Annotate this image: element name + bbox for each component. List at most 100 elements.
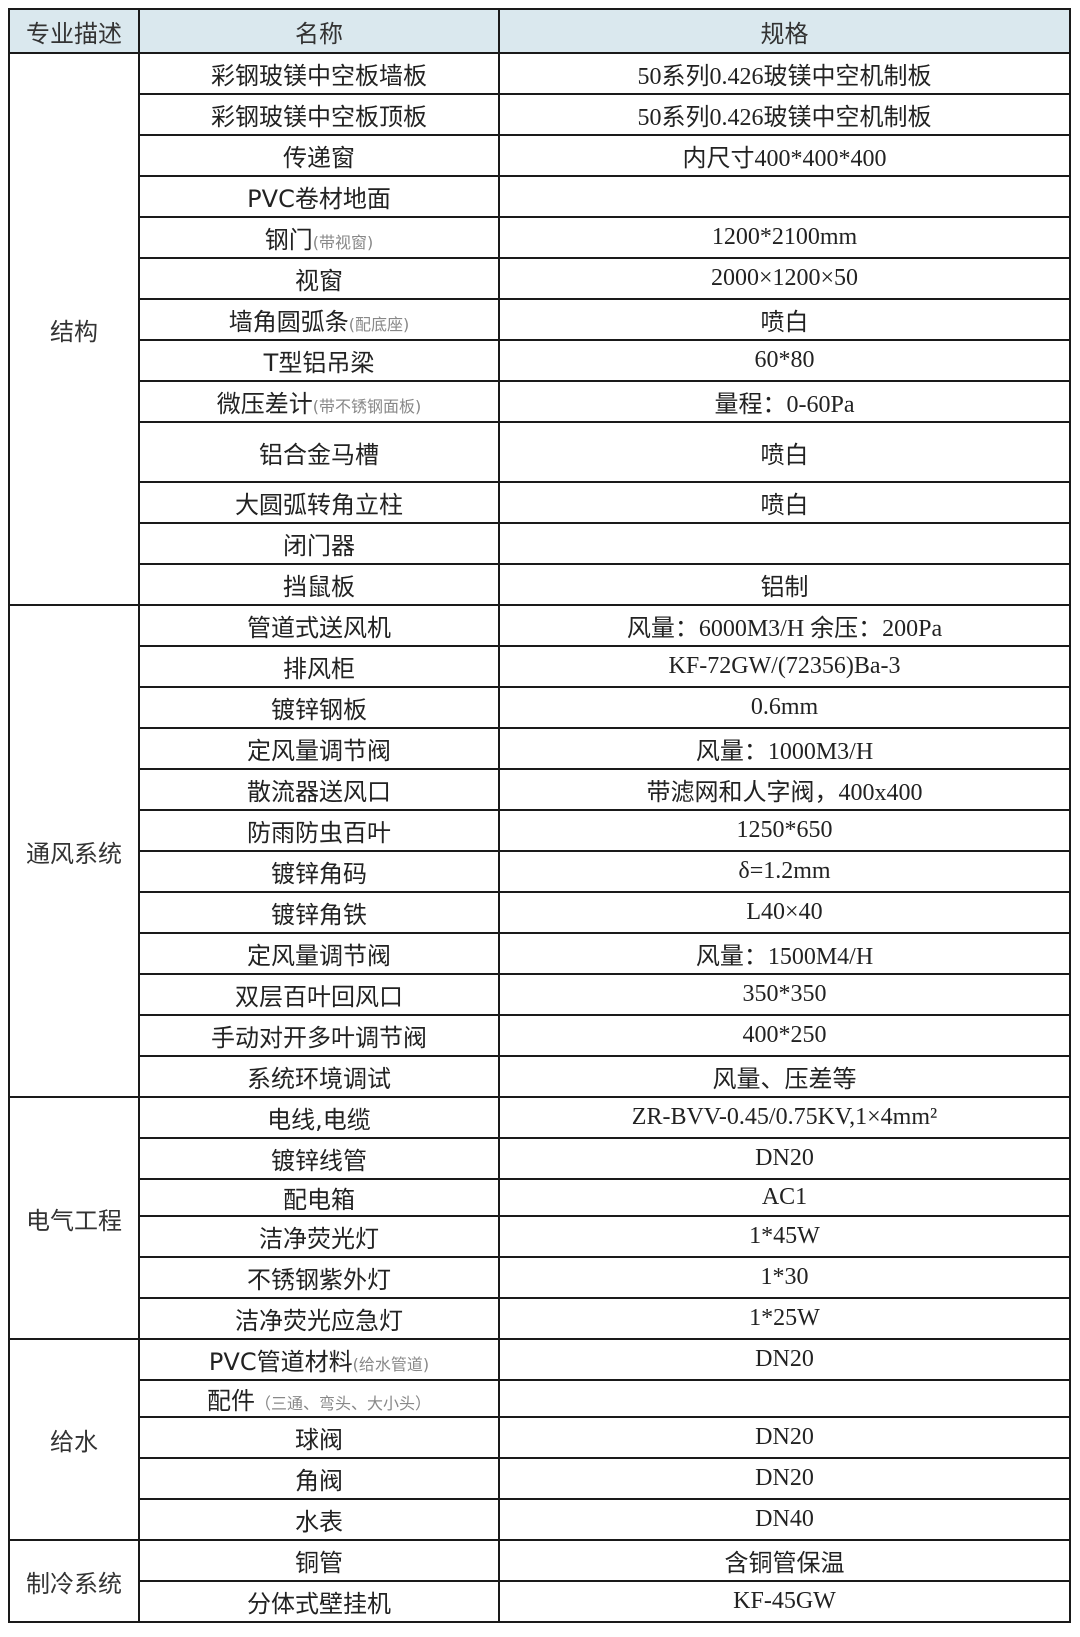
table-row: 定风量调节阀 风量：1500M4/H bbox=[9, 932, 1071, 975]
item-name: 防雨防虫百叶 bbox=[247, 819, 391, 847]
item-name: 管道式送风机 bbox=[247, 614, 391, 642]
item-name: 铝合金马槽 bbox=[259, 440, 379, 469]
table-row: 墙角圆弧条(配底座) 喷白 bbox=[9, 298, 1071, 341]
item-spec: DN40 bbox=[498, 1498, 1071, 1541]
item-spec: 400*250 bbox=[498, 1014, 1071, 1057]
item-name: 彩钢玻镁中空板顶板 bbox=[211, 103, 427, 131]
item-spec: 喷白 bbox=[498, 298, 1071, 341]
table-row: 彩钢玻镁中空板顶板 50系列0.426玻镁中空机制板 bbox=[9, 93, 1071, 136]
table-row: 电气工程 电线,电缆 ZR-BVV-0.45/0.75KV,1×4mm² bbox=[8, 1096, 1071, 1340]
table-row: 大圆弧转角立柱 喷白 bbox=[9, 481, 1071, 524]
table-row: 结构 彩钢玻镁中空板墙板 50系列0.426玻镁中空机制板 bbox=[8, 52, 1071, 606]
item-spec: 带滤网和人字阀，400x400 bbox=[498, 768, 1071, 811]
item-name: 彩钢玻镁中空板墙板 bbox=[211, 62, 427, 90]
header-spec: 规格 bbox=[498, 8, 1071, 54]
item-spec: 50系列0.426玻镁中空机制板 bbox=[498, 52, 1071, 95]
item-spec: 1250*650 bbox=[498, 809, 1071, 852]
item-name-cell: 防雨防虫百叶 bbox=[138, 809, 500, 852]
item-name: 洁净荧光应急灯 bbox=[235, 1307, 403, 1335]
item-name: 定风量调节阀 bbox=[247, 942, 391, 970]
item-spec bbox=[498, 175, 1071, 218]
item-name-cell: 电线,电缆 bbox=[138, 1096, 500, 1139]
item-name: 镀锌角铁 bbox=[271, 901, 367, 929]
table-row: 镀锌角码 δ=1.2mm bbox=[9, 850, 1071, 893]
item-spec: KF-45GW bbox=[498, 1580, 1071, 1623]
section-label: 给水 bbox=[8, 1338, 140, 1541]
item-name-cell: PVC管道材料(给水管道) bbox=[138, 1338, 500, 1381]
item-spec: 1*45W bbox=[498, 1215, 1071, 1258]
item-name-cell: 洁净荧光灯 bbox=[138, 1215, 500, 1258]
item-name-cell: 定风量调节阀 bbox=[138, 932, 500, 975]
item-spec: 含铜管保温 bbox=[498, 1539, 1071, 1582]
item-name-cell: 分体式壁挂机 bbox=[138, 1580, 500, 1623]
item-name-cell: 镀锌角铁 bbox=[138, 891, 500, 934]
item-name: 角阀 bbox=[295, 1467, 343, 1495]
item-name-cell: 散流器送风口 bbox=[138, 768, 500, 811]
table-row: 防雨防虫百叶 1250*650 bbox=[9, 809, 1071, 852]
item-name-cell: 镀锌钢板 bbox=[138, 686, 500, 729]
item-name-cell: 视窗 bbox=[138, 257, 500, 300]
item-name: 镀锌钢板 bbox=[271, 696, 367, 724]
item-name: 配电箱 bbox=[283, 1186, 355, 1214]
item-spec: 风量：1500M4/H bbox=[498, 932, 1071, 975]
item-name-cell: 双层百叶回风口 bbox=[138, 973, 500, 1016]
item-name: 不锈钢紫外灯 bbox=[247, 1266, 391, 1294]
item-name: 钢门 bbox=[264, 226, 313, 254]
table-row: 双层百叶回风口 350*350 bbox=[9, 973, 1071, 1016]
item-spec: 1200*2100mm bbox=[498, 216, 1071, 259]
table-row: 手动对开多叶调节阀 400*250 bbox=[9, 1014, 1071, 1057]
header-category: 专业描述 bbox=[8, 8, 140, 54]
table-row: 分体式壁挂机 KF-45GW bbox=[9, 1580, 1071, 1623]
item-name-cell: 闭门器 bbox=[138, 522, 500, 565]
table-row: 镀锌线管 DN20 bbox=[9, 1137, 1071, 1180]
item-spec: L40×40 bbox=[498, 891, 1071, 934]
item-name: 电线,电缆 bbox=[267, 1106, 371, 1134]
item-spec: 1*25W bbox=[498, 1297, 1071, 1340]
item-note: （三通、弯头、大小头） bbox=[254, 1394, 431, 1413]
item-name-cell: 配件（三通、弯头、大小头） bbox=[138, 1379, 500, 1418]
item-name-cell: 配电箱 bbox=[138, 1178, 500, 1217]
item-spec: 风量、压差等 bbox=[498, 1055, 1071, 1098]
table-row: 定风量调节阀 风量：1000M3/H bbox=[9, 727, 1071, 770]
item-name-cell: 彩钢玻镁中空板顶板 bbox=[138, 93, 500, 136]
item-spec: 喷白 bbox=[498, 421, 1071, 483]
item-spec: DN20 bbox=[498, 1338, 1071, 1381]
spec-table: 专业描述 名称 规格 结构 彩钢玻镁中空板墙板 50系列0.426玻镁中空机制板 彩钢… bbox=[8, 8, 1071, 1623]
item-spec: AC1 bbox=[498, 1178, 1071, 1217]
item-name-cell: 彩钢玻镁中空板墙板 bbox=[138, 52, 500, 95]
item-name-cell: T型铝吊梁 bbox=[138, 339, 500, 382]
item-spec: 1*30 bbox=[498, 1256, 1071, 1299]
item-name-cell: 手动对开多叶调节阀 bbox=[138, 1014, 500, 1057]
item-spec: DN20 bbox=[498, 1137, 1071, 1180]
table-row: 制冷系统 铜管 含铜管保温 bbox=[8, 1539, 1071, 1623]
item-spec: 量程：0-60Pa bbox=[498, 380, 1071, 423]
item-name-cell: 不锈钢紫外灯 bbox=[138, 1256, 500, 1299]
item-name: 镀锌线管 bbox=[271, 1147, 367, 1175]
item-name: 闭门器 bbox=[283, 532, 355, 560]
header-name: 名称 bbox=[138, 8, 500, 54]
item-name: 手动对开多叶调节阀 bbox=[211, 1024, 427, 1052]
table-row: PVC卷材地面 bbox=[9, 175, 1071, 218]
table-row: 钢门(带视窗) 1200*2100mm bbox=[9, 216, 1071, 259]
item-name-cell: 大圆弧转角立柱 bbox=[138, 481, 500, 524]
item-name: 双层百叶回风口 bbox=[235, 983, 403, 1011]
item-spec: 2000×1200×50 bbox=[498, 257, 1071, 300]
item-name-cell: 墙角圆弧条(配底座) bbox=[138, 298, 500, 341]
section-label: 制冷系统 bbox=[8, 1539, 140, 1623]
item-name-cell: 铜管 bbox=[138, 1539, 500, 1582]
item-spec: 0.6mm bbox=[498, 686, 1071, 729]
table-row: 镀锌钢板 0.6mm bbox=[9, 686, 1071, 729]
table-row: 视窗 2000×1200×50 bbox=[9, 257, 1071, 300]
item-name: T型铝吊梁 bbox=[263, 349, 375, 377]
item-name: 传递窗 bbox=[283, 144, 355, 172]
section-label: 结构 bbox=[8, 52, 140, 606]
item-spec: δ=1.2mm bbox=[498, 850, 1071, 893]
item-name: 微压差计 bbox=[216, 390, 313, 418]
item-name-cell: 角阀 bbox=[138, 1457, 500, 1500]
item-name: 分体式壁挂机 bbox=[247, 1590, 391, 1618]
table-row: 排风柜 KF-72GW/(72356)Ba-3 bbox=[9, 645, 1071, 688]
table-row: 给水 PVC管道材料(给水管道) DN20 bbox=[8, 1338, 1071, 1541]
item-name: 铜管 bbox=[295, 1549, 343, 1577]
item-spec bbox=[498, 522, 1071, 565]
table-row: 闭门器 bbox=[9, 522, 1071, 565]
